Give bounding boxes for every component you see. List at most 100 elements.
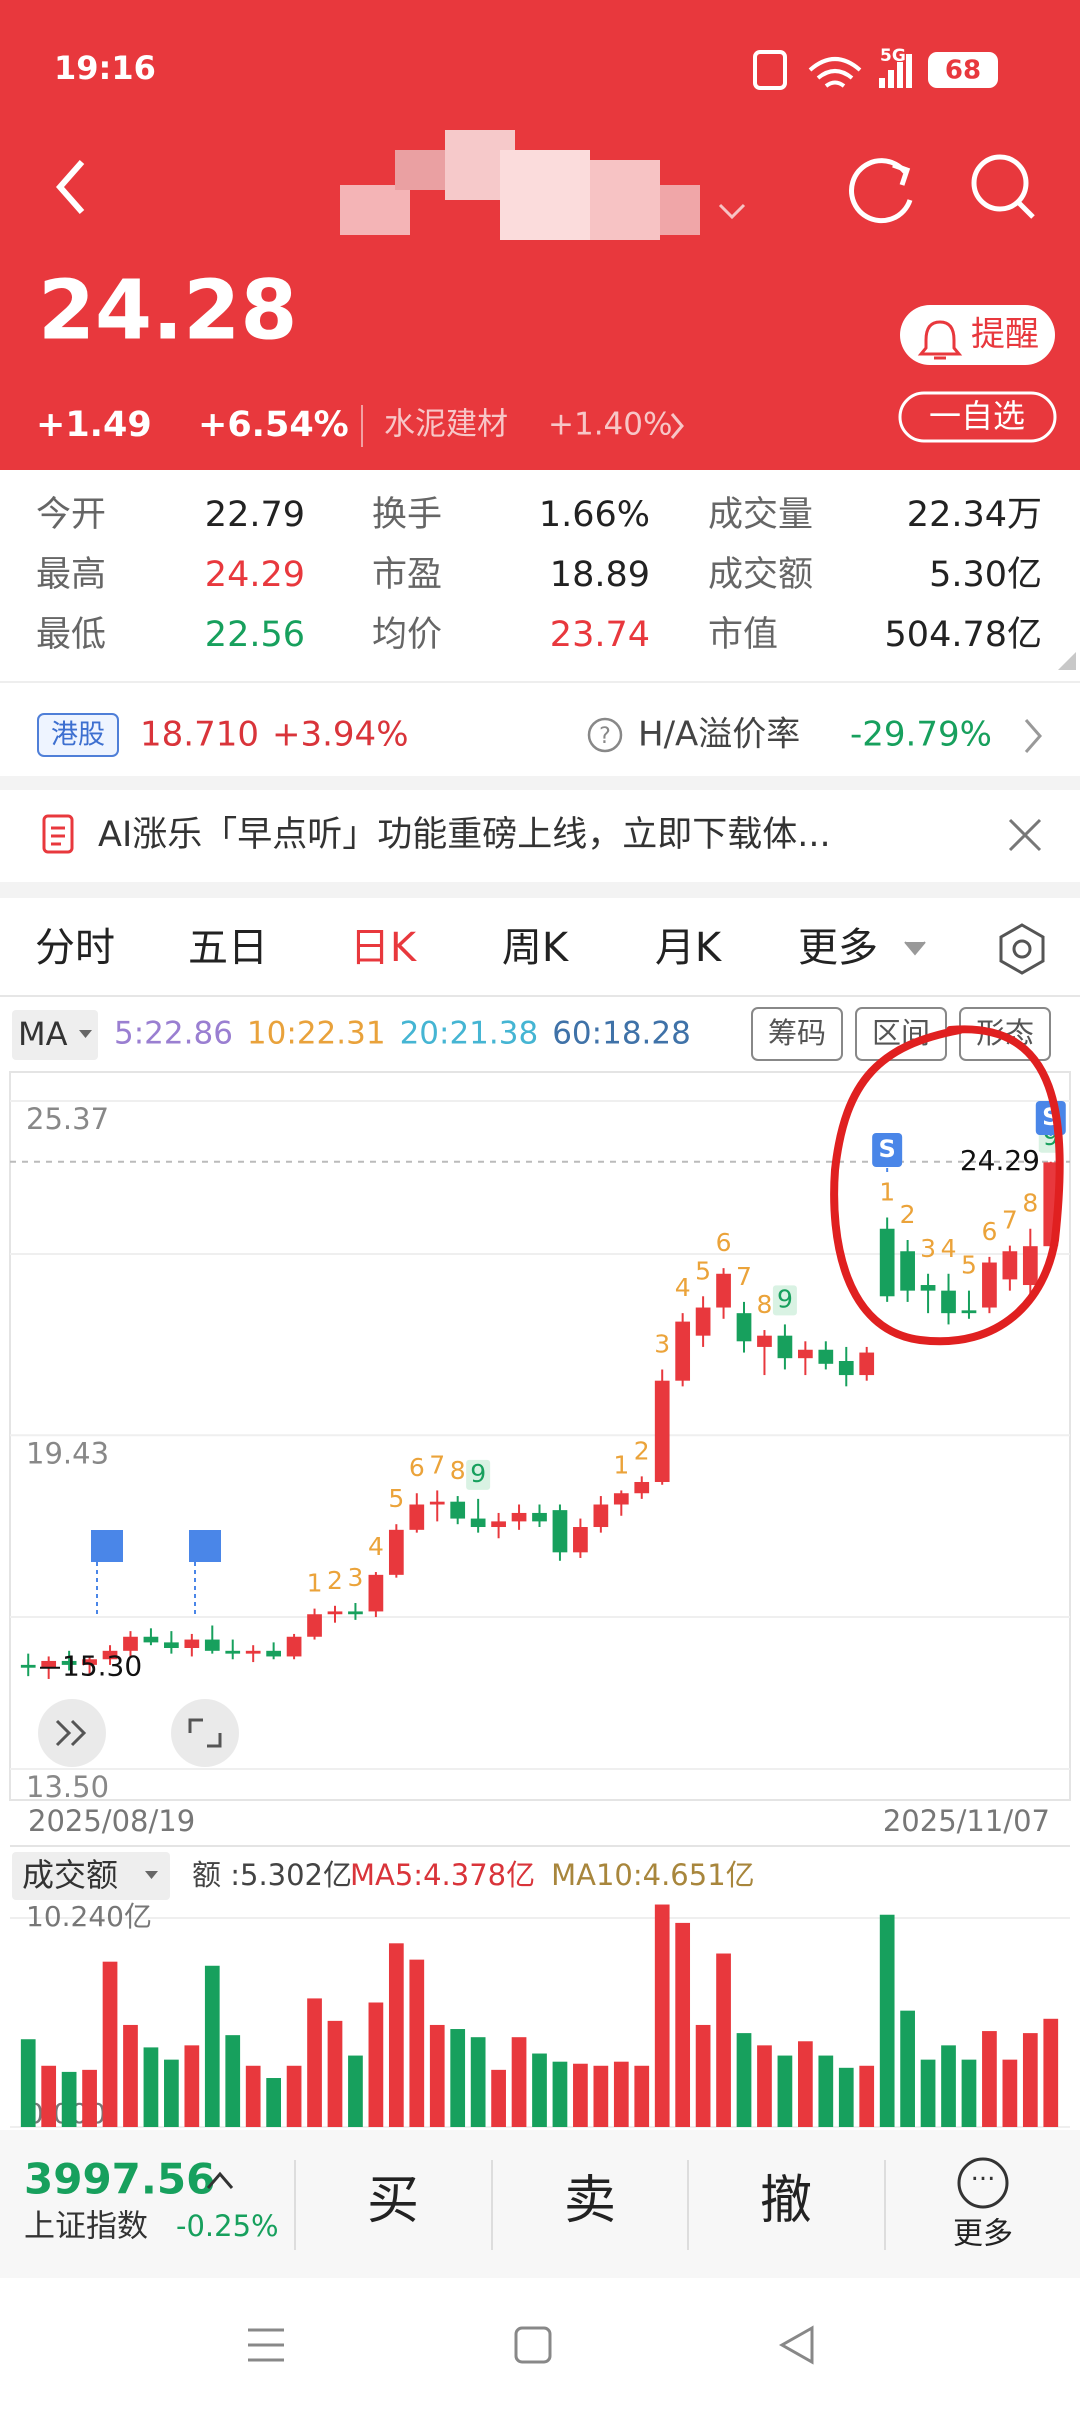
price-change: +1.49 (36, 405, 152, 445)
x-axis-end: 2025/11/07 (883, 1804, 1050, 1838)
refresh-button[interactable] (849, 158, 913, 224)
candle-body (102, 1650, 118, 1660)
watch-button[interactable] (898, 391, 1057, 443)
tab[interactable]: 日K (350, 925, 418, 971)
fullscreen-button[interactable] (171, 1699, 239, 1767)
td-count: 7 (429, 1450, 445, 1479)
volume-bar (654, 1904, 670, 2127)
nav-menu[interactable] (248, 2328, 284, 2362)
candle-body (859, 1352, 875, 1376)
candle-body (961, 1310, 977, 1314)
gap (0, 776, 1080, 790)
volume-bar (695, 2024, 711, 2127)
alert-button[interactable] (900, 305, 1055, 365)
hk-badge (37, 713, 119, 757)
td-count: 9 (777, 1284, 793, 1313)
tool-button[interactable] (751, 1007, 843, 1061)
candle-body (348, 1611, 363, 1615)
volume-bar (20, 2039, 36, 2127)
candle-body (429, 1501, 445, 1505)
candle-body (204, 1639, 220, 1651)
ma-label: 5:22.86 (114, 1016, 233, 1052)
trade-actions: 买 卖 撤 ··· 更多 (294, 2157, 1013, 2252)
volume-bar (1043, 2018, 1059, 2127)
td-count: 5 (695, 1256, 711, 1285)
td-count: 8 (757, 1290, 773, 1319)
nav-bar (0, 2278, 1080, 2412)
td-count: 9 (470, 1459, 486, 1488)
back-button[interactable] (56, 160, 85, 214)
indicator-select[interactable] (12, 1010, 98, 1060)
tab[interactable]: 月K (655, 925, 723, 971)
help-icon[interactable] (587, 717, 623, 753)
volume-bar (757, 2045, 772, 2127)
volume-select[interactable] (12, 1852, 170, 1900)
expand-button[interactable] (38, 1699, 106, 1767)
td-count: 4 (941, 1234, 957, 1263)
candle-body (675, 1321, 691, 1381)
dropdown-arrow (79, 1030, 92, 1038)
stat-label: 成交量 (708, 495, 813, 535)
volume-title: 成交额 (22, 1856, 118, 1894)
candle-body (266, 1650, 281, 1657)
sector-pct[interactable]: +1.40% (548, 407, 672, 443)
action-label[interactable]: 撤 (760, 2171, 812, 2231)
volume-bar (1002, 2059, 1018, 2127)
stat-value: 1.66% (539, 495, 650, 535)
banner-text[interactable]: AI涨乐「早点听」功能重磅上线，立即下载体... (98, 815, 831, 855)
index-value[interactable]: 3997.56 (24, 2155, 215, 2204)
nav-back[interactable] (778, 2325, 814, 2365)
tab[interactable]: 周K (502, 925, 570, 971)
bottom-bar (0, 2130, 1080, 2278)
volume-bar (982, 2031, 997, 2127)
volume-bar (327, 2020, 343, 2127)
volume-bar (388, 1943, 404, 2127)
volume-bar (41, 2065, 57, 2127)
candle-body (123, 1636, 138, 1651)
volume-bar (225, 2035, 241, 2127)
td-count: 6 (409, 1453, 425, 1482)
td-count: 4 (675, 1273, 691, 1302)
event-marker (91, 1530, 123, 1562)
premium-label: H/A溢价率 (638, 715, 800, 755)
nav-home[interactable] (514, 2326, 552, 2364)
hk-badge-label: 港股 (51, 720, 105, 751)
volume-bar (818, 2055, 834, 2127)
volume-bar (409, 1959, 425, 2127)
tab[interactable]: 更多 (798, 925, 878, 971)
help-icon-mark: ? (599, 724, 611, 749)
y-tick-label: 19.43 (26, 1436, 109, 1470)
candle-body (634, 1481, 650, 1494)
volume-bar (716, 1953, 731, 2127)
last-price: 24.28 (38, 263, 297, 358)
candle-body (613, 1493, 629, 1505)
td-count: 1 (307, 1569, 323, 1598)
volume-bar (879, 1914, 895, 2127)
settings-button[interactable] (999, 923, 1045, 975)
watch-label: 一自选 (929, 397, 1025, 435)
tab[interactable]: 分时 (35, 925, 115, 971)
action-label[interactable]: 卖 (564, 2171, 616, 2231)
volume-bar (470, 2037, 486, 2127)
td-count: 3 (920, 1234, 936, 1263)
td-count: 7 (1002, 1206, 1018, 1235)
close-banner[interactable] (1008, 818, 1042, 852)
candle-body (184, 1639, 200, 1649)
tab[interactable]: 五日 (188, 925, 268, 971)
candle-body (327, 1611, 343, 1615)
sector-name[interactable]: 水泥建材 (384, 407, 508, 443)
signal-label: S (879, 1135, 896, 1163)
y-tick-label: 25.37 (26, 1102, 109, 1136)
stat-value: 23.74 (550, 615, 650, 655)
td-count: 1 (613, 1450, 629, 1479)
action-label[interactable]: 更多 (953, 2217, 1013, 2252)
volume-bar (593, 2065, 609, 2127)
search-button[interactable] (971, 154, 1035, 219)
action-label[interactable]: 买 (367, 2171, 419, 2231)
expand-arrow[interactable] (206, 2171, 234, 2189)
chevron[interactable] (1024, 719, 1042, 753)
